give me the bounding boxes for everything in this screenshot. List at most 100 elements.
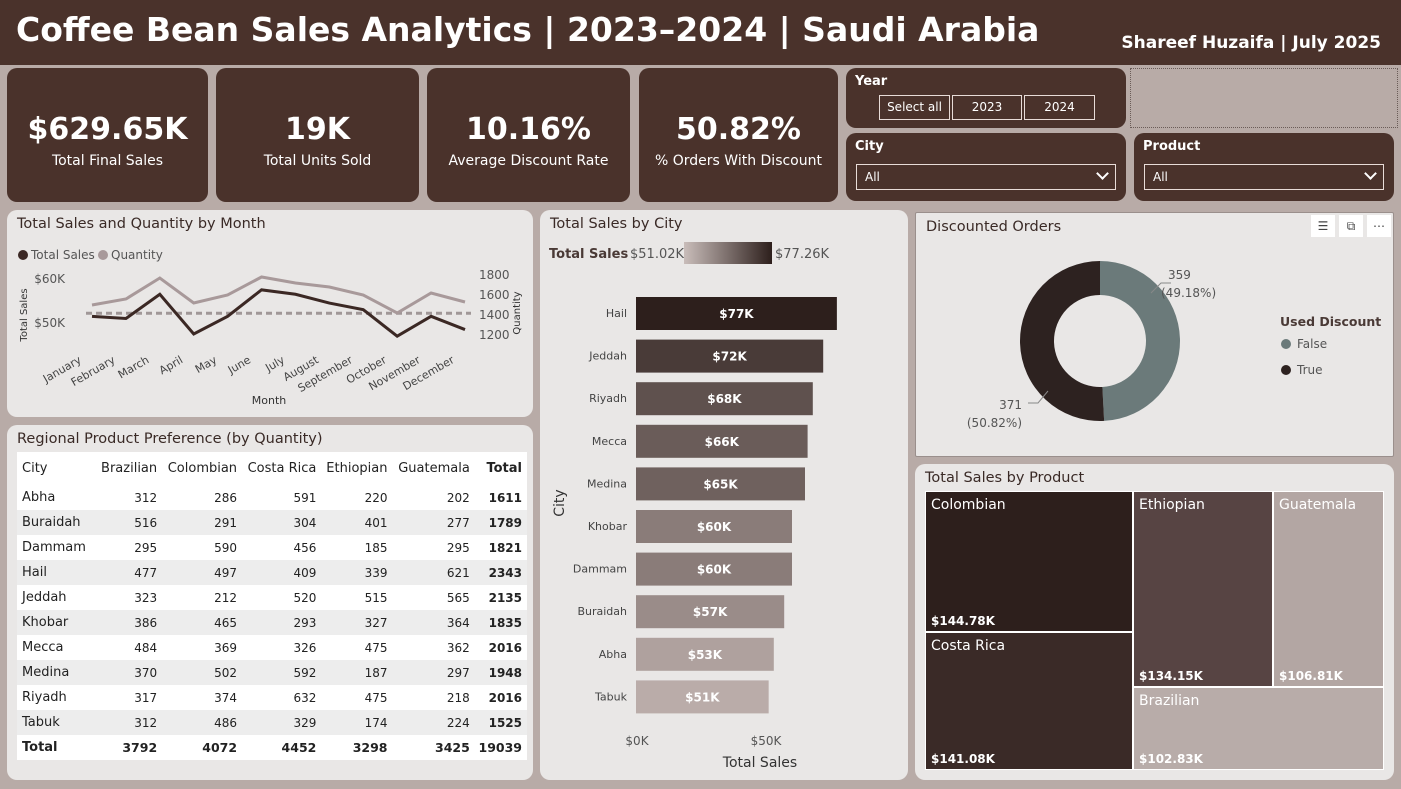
x-tick-label: $0K [625,734,649,748]
table-cell: 304 [242,510,322,535]
donut-chart: 359 (49.18%) 371 (50.82%) Used Discount False… [967,261,1381,430]
table-row: Medina 370 502 592 187 297 1948 [17,660,527,685]
table-cell: 295 [392,535,475,560]
table-cell: 286 [162,485,243,510]
slice-label-false: 359 [1168,268,1191,282]
treemap-label: Colombian [931,497,1006,513]
bar-tabuk [636,680,769,714]
y-tick-label: Medina [587,477,627,490]
table-cell: Hail [17,560,97,585]
bar-data-label: $66K [705,435,740,449]
y-tick-label: Abha [599,648,627,661]
table-cell: 515 [321,585,393,610]
color-scale-min: $51.02K [630,247,684,262]
table-cell: 187 [321,660,393,685]
kpi-card-units-sold: 19K Total Units Sold [216,68,419,202]
column-header[interactable]: Ethiopian [321,452,393,485]
bar-data-label: $65K [703,477,738,491]
table-total-cell: 3792 [96,735,163,760]
treemap-cell-ethiopian[interactable]: Ethiopian $134.15K [1133,491,1273,687]
table-cell: 202 [392,485,475,510]
discounted-orders-card: Discounted Orders ☰ ⧉ ⋯ 359 (49.18%) 371 (5… [915,212,1394,457]
column-header[interactable]: Total [474,452,527,485]
column-header[interactable]: Brazilian [96,452,163,485]
table-cell: 409 [242,560,322,585]
table-cell: 218 [392,685,475,710]
product-slicer-title: Product [1143,139,1201,154]
table-cell: 312 [96,485,163,510]
bar-riyadh [636,382,813,416]
year-slicer-title: Year [855,74,888,89]
treemap-label: Guatemala [1279,497,1357,513]
y-tick-label: Mecca [592,435,627,448]
treemap-value: $141.08K [931,752,995,766]
table-cell: Khobar [17,610,97,635]
year-option-select-all[interactable]: Select all [879,95,950,120]
kpi-label: % Orders With Discount [655,153,822,169]
slice-label-true: 371 [999,398,1022,412]
treemap-cell-guatemala[interactable]: Guatemala $106.81K [1273,491,1384,687]
city-dropdown-value: All [865,170,880,184]
table-cell: 370 [96,660,163,685]
bar-data-label: $60K [697,520,732,534]
table-cell: Medina [17,660,97,685]
table-cell: 497 [162,560,243,585]
x-tick-label: April [157,353,185,377]
table-cell: 312 [96,710,163,735]
column-header[interactable]: City [17,452,97,485]
product-slicer: Product All [1134,133,1394,201]
kpi-card-total-sales: $629.65K Total Final Sales [7,68,208,202]
treemap-title: Total Sales by Product [925,470,1085,486]
y-axis-label: Total Sales [19,288,30,342]
column-header[interactable]: Costa Rica [242,452,322,485]
table-cell: Jeddah [17,585,97,610]
product-dropdown[interactable]: All [1144,164,1384,190]
y-tick-label: Dammam [573,563,627,576]
table-total-cell: Total [17,735,97,760]
monthly-sales-card: Total Sales and Quantity by Month Total … [7,210,533,417]
kpi-card-discount-rate: 10.16% Average Discount Rate [427,68,630,202]
focus-mode-icon[interactable]: ⧉ [1339,215,1363,237]
treemap-cell-costa-rica[interactable]: Costa Rica $141.08K [925,632,1133,770]
bar-data-label: $57K [693,605,728,619]
filter-icon[interactable]: ☰ [1311,215,1335,237]
callout-line [1150,282,1171,294]
table-cell: 224 [392,710,475,735]
table-cell: 2016 [474,685,527,710]
table-row: Buraidah 516 291 304 401 277 1789 [17,510,527,535]
city-dropdown[interactable]: All [856,164,1116,190]
table-cell: 502 [162,660,243,685]
year-option-2024[interactable]: 2024 [1024,95,1095,120]
more-options-icon[interactable]: ⋯ [1367,215,1391,237]
kpi-label: Total Final Sales [51,153,164,169]
treemap-cell-brazilian[interactable]: Brazilian $102.83K [1133,687,1384,770]
table-cell: 185 [321,535,393,560]
y-tick-label: Hail [606,307,627,320]
table-cell: 590 [162,535,243,560]
bar-medina [636,467,805,501]
kpi-value: 10.16% [466,112,591,147]
table-cell: 465 [162,610,243,635]
table-row: Dammam 295 590 456 185 295 1821 [17,535,527,560]
table-cell: 291 [162,510,243,535]
bar-data-label: $60K [697,563,732,577]
treemap-cell-colombian[interactable]: Colombian $144.78K [925,491,1133,632]
table-cell: 326 [242,635,322,660]
kpi-label: Average Discount Rate [448,153,609,169]
year-option-2023[interactable]: 2023 [952,95,1022,120]
year-slicer: Year Select all 2023 2024 [846,68,1126,128]
table-cell: Abha [17,485,97,510]
table-cell: 339 [321,560,393,585]
slice-pct-false: (49.18%) [1161,286,1216,300]
bar-dammam [636,552,792,586]
x-tick-label: May [193,353,220,376]
table-cell: 565 [392,585,475,610]
column-header[interactable]: Guatemala [392,452,475,485]
callout-line [1028,390,1049,404]
table-cell: 475 [321,635,393,660]
treemap-value: $144.78K [931,614,995,628]
column-header[interactable]: Colombian [162,452,243,485]
bar-data-label: $72K [712,350,747,364]
table-cell: 329 [242,710,322,735]
table-row: Mecca 484 369 326 475 362 2016 [17,635,527,660]
